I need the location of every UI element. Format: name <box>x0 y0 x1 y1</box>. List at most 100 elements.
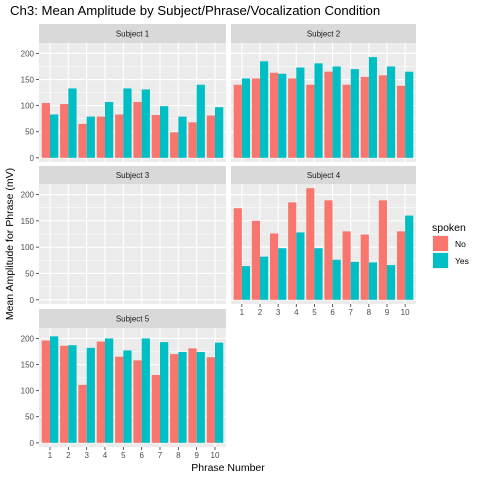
x-tick-label: 3 <box>84 451 89 460</box>
bar <box>278 248 287 300</box>
bar <box>296 232 305 300</box>
facet-panel: Subject 5 0 50 100 150 200 1 2 3 4 5 6 7 8 9 10 <box>21 309 226 460</box>
bar <box>188 122 197 158</box>
bar <box>386 66 396 158</box>
y-tick-label: 200 <box>21 49 35 58</box>
bar <box>60 345 69 443</box>
y-tick-label: 100 <box>21 387 35 396</box>
bar <box>260 256 269 300</box>
bar <box>160 106 169 158</box>
x-tick-label: 2 <box>258 308 263 317</box>
bar <box>396 85 406 158</box>
facet-strip-label: Subject 3 <box>116 171 150 180</box>
bar <box>278 73 287 158</box>
bar <box>350 261 359 300</box>
bar <box>141 338 150 443</box>
bar <box>306 84 315 158</box>
panel-background <box>39 184 226 304</box>
bar <box>233 84 242 158</box>
facet-strip <box>231 166 416 184</box>
y-tick-label: 50 <box>25 413 34 422</box>
bar <box>260 61 269 158</box>
x-tick-label: 2 <box>66 451 71 460</box>
bar <box>60 104 69 158</box>
bar <box>78 123 87 158</box>
bar <box>196 352 205 443</box>
y-tick-label: 150 <box>21 361 35 370</box>
bar <box>170 354 179 443</box>
bar <box>251 220 261 300</box>
bar <box>350 69 359 158</box>
bar <box>288 78 297 158</box>
facet-strip <box>231 24 416 43</box>
bar <box>115 356 124 443</box>
bar <box>96 116 105 158</box>
bar <box>78 384 87 443</box>
x-tick-label: 8 <box>176 451 181 460</box>
bar <box>151 115 160 158</box>
bar <box>105 338 114 443</box>
facet-strip-label: Subject 4 <box>307 171 341 180</box>
bar <box>269 233 279 300</box>
bar <box>215 342 224 443</box>
x-tick-label: 4 <box>103 451 108 460</box>
bar <box>206 115 215 158</box>
bar <box>86 116 95 158</box>
bar <box>86 347 95 443</box>
x-tick-label: 1 <box>48 451 53 460</box>
y-tick-label: 150 <box>21 217 35 226</box>
facet-panel: Subject 4 1 2 3 4 5 6 7 8 9 10 <box>231 166 416 317</box>
facet-panel: Subject 1 0 50 100 150 200 <box>21 24 226 163</box>
bar <box>105 101 114 158</box>
y-axis-title: Mean Amplitude for Phrase (mV) <box>4 168 16 320</box>
bar <box>115 114 124 158</box>
bar <box>170 132 179 158</box>
facet-strip <box>39 24 226 43</box>
y-tick-label: 100 <box>21 243 35 252</box>
facet-strip-label: Subject 5 <box>116 315 150 324</box>
bar <box>215 107 224 158</box>
y-tick-label: 100 <box>21 102 35 111</box>
x-tick-label: 6 <box>139 451 144 460</box>
bar <box>133 360 142 443</box>
bar <box>332 259 341 300</box>
x-tick-label: 9 <box>385 308 390 317</box>
chart-title: Ch3: Mean Amplitude by Subject/Phrase/Vo… <box>10 3 380 18</box>
bar <box>133 101 142 158</box>
bar <box>123 88 132 158</box>
bar <box>68 345 77 443</box>
bar <box>360 76 369 158</box>
y-tick-label: 0 <box>30 154 35 163</box>
bar <box>360 234 369 300</box>
bar <box>306 188 315 300</box>
bar <box>188 348 197 443</box>
bar <box>123 350 132 443</box>
bar <box>314 248 323 300</box>
bar <box>368 57 378 158</box>
y-tick-label: 0 <box>30 439 35 448</box>
x-tick-label: 7 <box>348 308 353 317</box>
bar <box>233 208 242 300</box>
bar <box>314 63 323 158</box>
y-tick-label: 50 <box>25 128 34 137</box>
bar <box>50 114 59 158</box>
facet-strip <box>39 166 226 184</box>
x-axis-title: Phrase Number <box>191 462 265 474</box>
x-tick-label: 10 <box>401 308 410 317</box>
facet-strip-label: Subject 1 <box>116 30 150 39</box>
x-tick-label: 8 <box>367 308 372 317</box>
legend-label-yes: Yes <box>455 256 469 266</box>
bar <box>151 374 160 443</box>
bar <box>241 78 251 158</box>
y-tick-label: 150 <box>21 76 35 85</box>
legend-swatch-yes <box>433 253 448 268</box>
bar <box>206 357 215 443</box>
facet-strip-label: Subject 2 <box>307 30 341 39</box>
bar <box>251 78 261 158</box>
x-tick-label: 5 <box>312 308 317 317</box>
x-tick-label: 7 <box>158 451 163 460</box>
bar <box>296 67 305 158</box>
x-tick-label: 3 <box>276 308 281 317</box>
